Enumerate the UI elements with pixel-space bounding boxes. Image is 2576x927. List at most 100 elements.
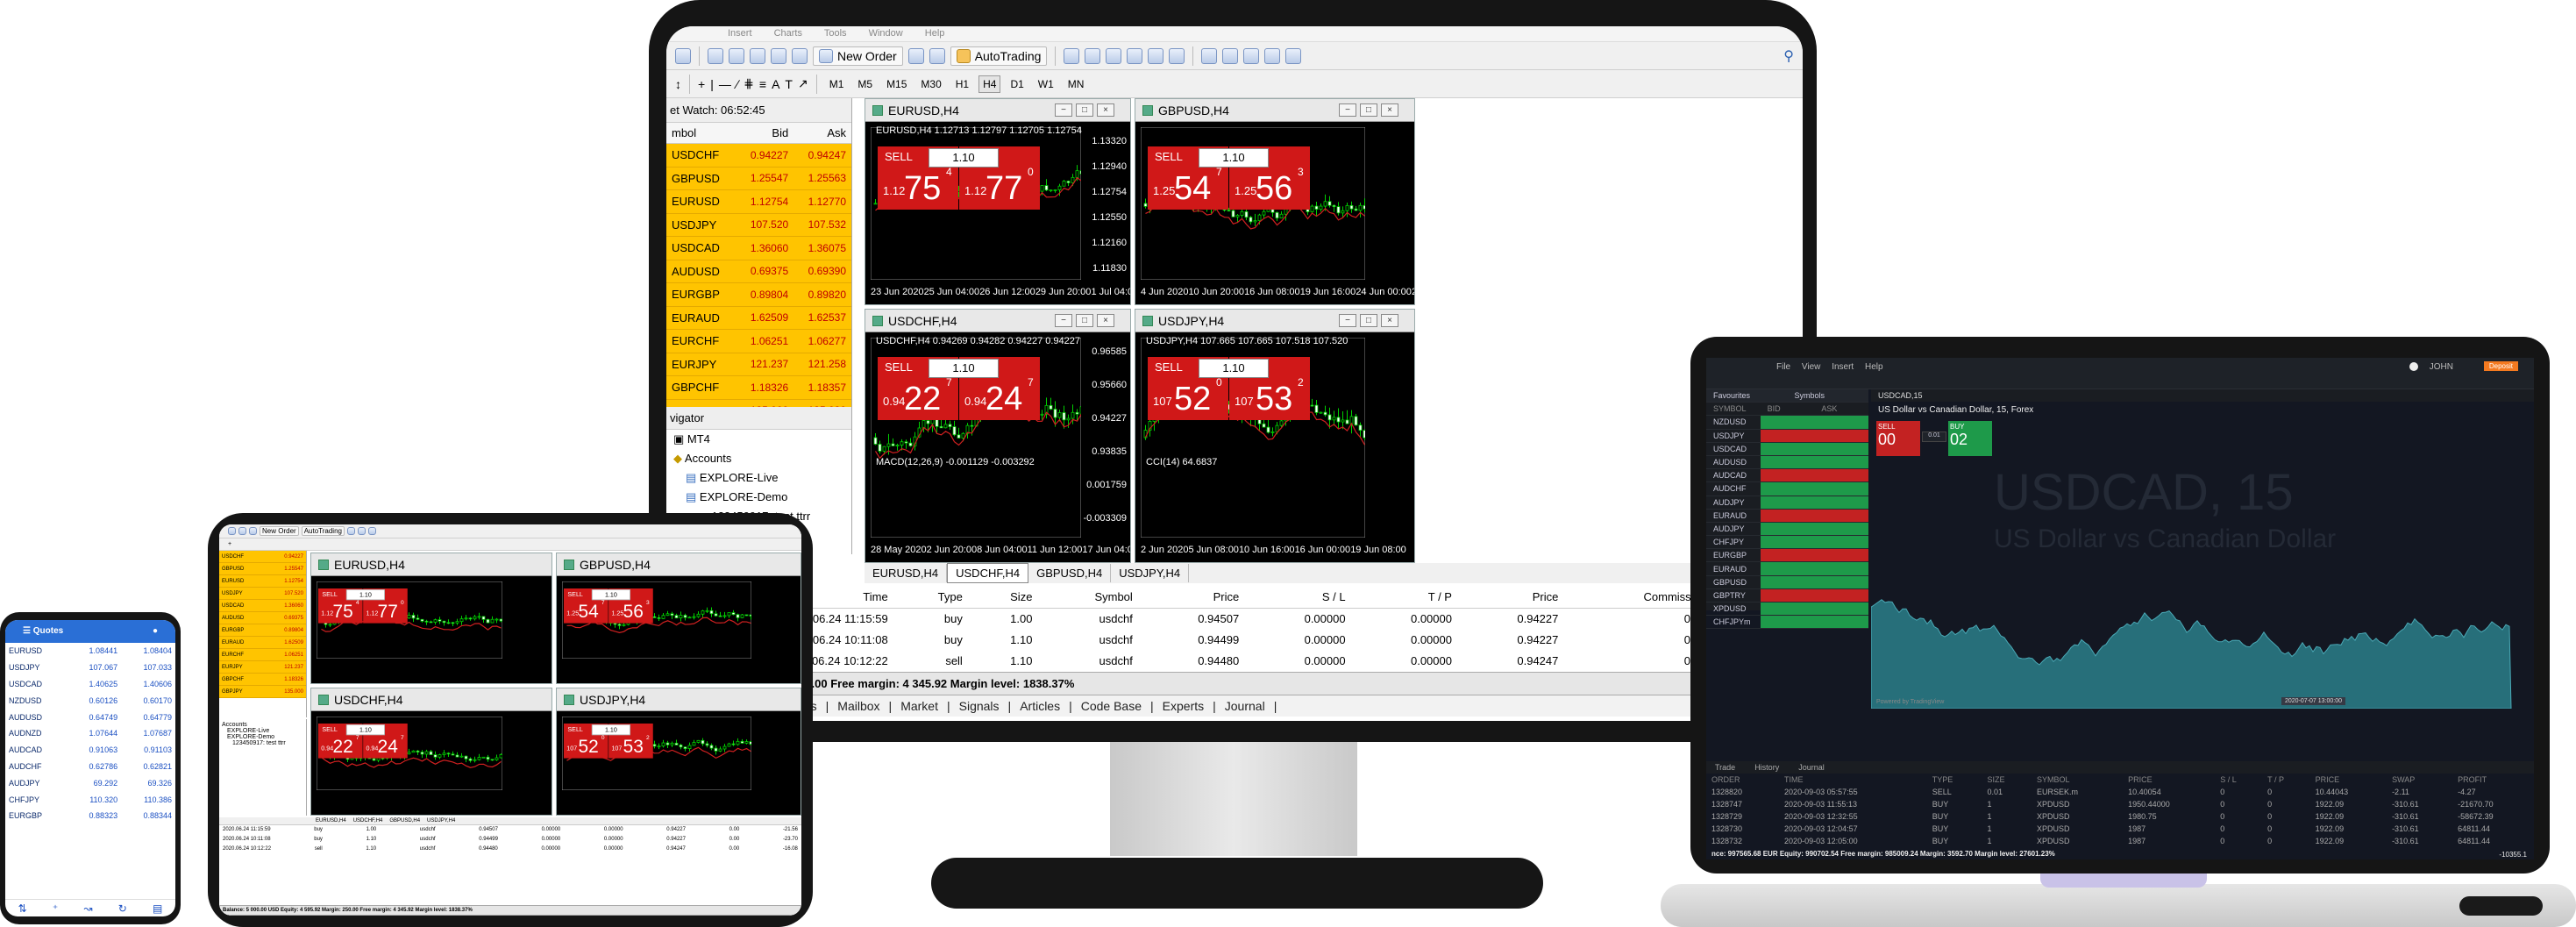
lot-size-input[interactable]: 1.10 [1199, 359, 1269, 378]
nav-item-account[interactable]: 123450917: test ttrr [232, 740, 286, 746]
tablet-new-order-button[interactable]: New Order [260, 526, 299, 536]
menu-file[interactable]: File [1776, 362, 1791, 372]
signals-icon[interactable] [929, 47, 945, 64]
maximize-icon[interactable]: □ [1076, 314, 1093, 327]
chart-tab-gbpusd[interactable]: GBPUSD,H4 [1028, 564, 1112, 582]
zoom-out-icon[interactable] [357, 527, 366, 535]
line-chart-icon[interactable] [1106, 47, 1122, 64]
crosshair-icon[interactable]: + [698, 76, 706, 91]
market-watch-row[interactable]: EURUSD 1.12754 1.12770 [666, 189, 851, 214]
laptop-symbol-row[interactable]: XPDUSD [1706, 603, 1869, 617]
zoom-out-icon[interactable] [1148, 47, 1164, 64]
autoscroll-icon[interactable] [1201, 47, 1218, 64]
laptop-col-header[interactable]: TYPE [1932, 775, 1953, 784]
laptop-col-header[interactable]: T / P [2267, 775, 2284, 784]
trade-row[interactable]: 2020.06.24 11:15:59 buy 1.00 usdchf 0.94507 0… [666, 609, 1803, 630]
chart-window-usdjpy[interactable]: USDJPY,H4 SELL107520BUY1075321.10 [556, 688, 801, 816]
user-menu[interactable]: JOHN [2409, 362, 2462, 372]
laptop-col-header[interactable]: PRICE [2128, 775, 2153, 784]
trade-row[interactable]: 2020.06.24 10:11:08 buy 1.10 usdchf 0.94499 0… [666, 630, 1803, 651]
tablet-chart-tab[interactable]: USDCHF,H4 [352, 818, 383, 824]
laptop-symbol-row[interactable]: NZDUSD [1706, 416, 1869, 430]
terminal-tab[interactable]: Market [900, 698, 938, 713]
settings-icon[interactable]: ▤ [153, 902, 163, 915]
market-watch-row[interactable]: USDJPY 107.520 107.532 [666, 213, 851, 237]
quotes-icon[interactable]: ⇅ [18, 902, 27, 915]
zoom-in-icon[interactable] [1127, 47, 1143, 64]
candlestick-icon[interactable] [1085, 47, 1101, 64]
terminal-tab[interactable]: Signals [958, 698, 1000, 713]
terminal-icon[interactable] [792, 47, 808, 64]
tablet-trade-row[interactable]: 2020.06.24 10:12:22 sell 1.10 usdchf 0.94480… [223, 846, 798, 852]
tablet-mw-row[interactable]: AUDUSD 0.69375 [219, 612, 306, 624]
deposit-button[interactable]: Deposit [2483, 361, 2518, 371]
tablet-mw-row[interactable]: EURJPY 121.237 [219, 661, 306, 674]
search-icon[interactable]: ⚲ [1783, 48, 1794, 64]
laptop-symbol-row[interactable]: AUDCHF [1706, 482, 1869, 496]
fibo-icon[interactable]: ≡ [758, 76, 767, 91]
laptop-buy-button[interactable]: BUY 02 [1948, 421, 1992, 456]
laptop-col-header[interactable]: SWAP [2392, 775, 2416, 784]
quote-row[interactable]: AUDJPY 69.292 69.326 [5, 774, 175, 791]
chart-window-eurusd[interactable]: EURUSD,H4− □ × EURUSD,H4 1.12713 1.12797 1.… [865, 98, 1131, 305]
laptop-chart-tab[interactable]: USDCAD,15 [1871, 389, 2534, 402]
tablet-mw-row[interactable]: GBPJPY 135.000 [219, 686, 306, 698]
terminal-tab[interactable]: Journal [1224, 698, 1265, 713]
tab-favourites[interactable]: Favourites [1713, 391, 1751, 401]
lot-size-input[interactable]: 1.10 [929, 148, 999, 168]
quote-row[interactable]: EURGBP 0.88323 0.88344 [5, 808, 175, 824]
tf-m1[interactable]: M1 [829, 77, 844, 90]
col-header[interactable]: Symbol [1039, 586, 1140, 609]
market-watch-row[interactable]: USDCHF 0.94227 0.94247 [666, 143, 851, 168]
laptop-trade-tab[interactable]: Trade [1715, 763, 1736, 772]
close-icon[interactable]: × [1381, 103, 1398, 117]
templates-icon[interactable] [1285, 47, 1302, 64]
laptop-symbol-row[interactable]: CHFJPY [1706, 536, 1869, 550]
new-order-button[interactable]: New Order [813, 46, 903, 66]
maximize-icon[interactable]: □ [1360, 314, 1377, 327]
history-icon[interactable]: ↻ [117, 902, 127, 915]
tf-m15[interactable]: M15 [886, 77, 907, 90]
laptop-symbol-row[interactable]: AUDJPY [1706, 496, 1869, 510]
cursor-icon[interactable]: + [228, 541, 232, 547]
quote-row[interactable]: AUDUSD 0.64749 0.64779 [5, 709, 175, 725]
quote-row[interactable]: AUDCAD 0.91063 0.91103 [5, 742, 175, 759]
menu-view[interactable]: View [1801, 362, 1821, 372]
laptop-trade-row[interactable]: 1328730 2020-09-03 12:04:57 BUY 1 XPDUSD 1987… [1711, 824, 2491, 833]
laptop-col-header[interactable]: ORDER [1711, 775, 1740, 784]
laptop-col-header[interactable]: S / L [2220, 775, 2237, 784]
tablet-chart-tab[interactable]: USDJPY,H4 [427, 818, 456, 824]
tablet-mw-row[interactable]: USDCAD 1.36060 [219, 600, 306, 612]
nav-item-mt4[interactable]: ▣ MT4 [673, 432, 710, 446]
market-watch-row[interactable]: EURCHF 1.06251 1.06277 [666, 329, 851, 353]
laptop-symbol-row[interactable]: AUDUSD [1706, 455, 1869, 470]
quote-row[interactable]: EURUSD 1.08441 1.08404 [5, 643, 175, 660]
nav-item-explore-demo[interactable]: EXPLORE-Demo [227, 734, 275, 740]
menu-icon[interactable]: ☰ [23, 626, 33, 636]
market-watch-row[interactable]: GBPCHF 1.18326 1.18357 [666, 375, 851, 400]
lot-size-input[interactable]: 1.10 [591, 724, 630, 736]
laptop-trade-row[interactable]: 1328729 2020-09-03 12:32:55 BUY 1 XPDUSD 1980… [1711, 812, 2494, 821]
laptop-sell-button[interactable]: SELL 00 [1876, 421, 1920, 456]
tablet-mw-row[interactable]: GBPCHF 1.18326 [219, 674, 306, 686]
chart-icon[interactable]: ⁺ [52, 902, 59, 915]
terminal-tab[interactable]: Mailbox [837, 698, 880, 713]
col-symbol[interactable]: mbol [666, 123, 737, 144]
laptop-trade-tab[interactable]: Journal [1798, 763, 1825, 772]
metaeditor-icon[interactable] [907, 47, 924, 64]
text-icon[interactable]: A [772, 76, 780, 91]
quote-row[interactable]: AUDNZD 1.07644 1.07687 [5, 725, 175, 742]
col-header[interactable]: Price [1139, 586, 1247, 609]
chart-tab-usdjpy[interactable]: USDJPY,H4 [1111, 564, 1190, 582]
lot-size-input[interactable]: 1.10 [345, 589, 385, 601]
col-header[interactable]: Price [1458, 586, 1566, 609]
bar-chart-icon[interactable] [1064, 47, 1080, 64]
indicators-icon[interactable] [367, 527, 376, 535]
laptop-symbol-row[interactable]: USDCAD [1706, 442, 1869, 456]
tablet-mw-row[interactable]: EURCHF 1.06251 [219, 649, 306, 661]
terminal-tab[interactable]: Articles [1020, 698, 1061, 713]
lot-size-input[interactable]: 1.10 [591, 589, 630, 601]
terminal-tab[interactable]: Experts [1162, 698, 1205, 713]
